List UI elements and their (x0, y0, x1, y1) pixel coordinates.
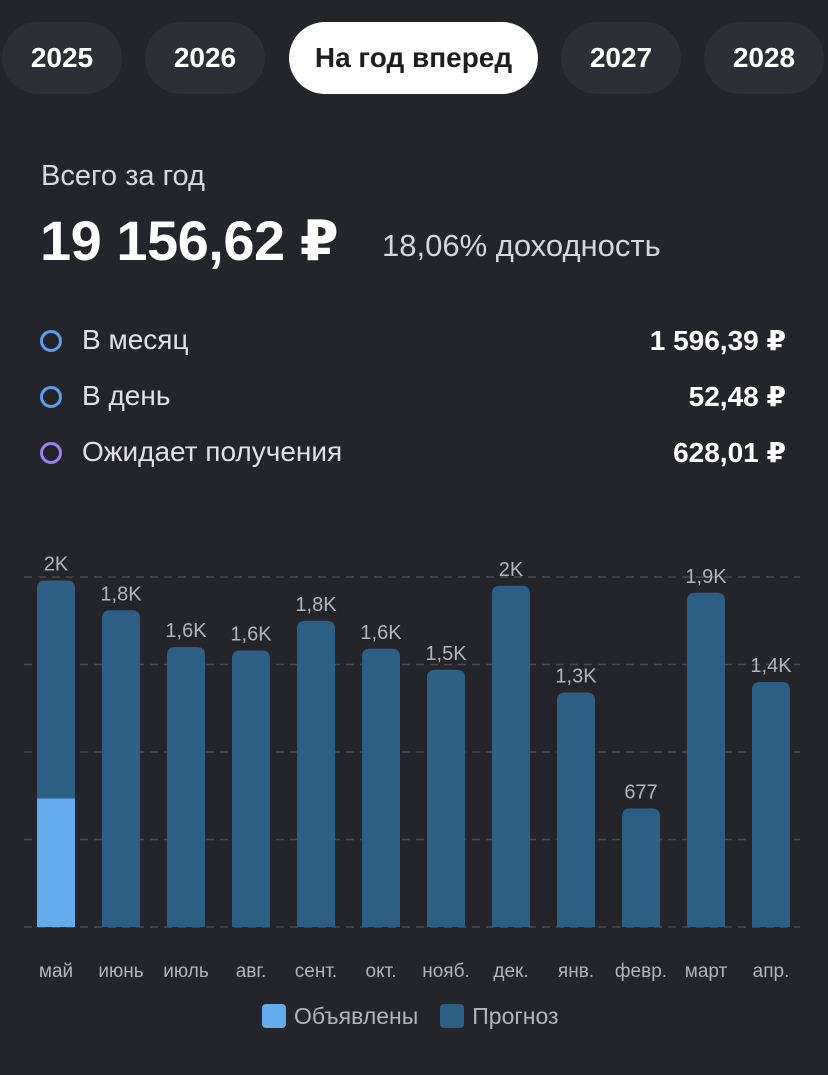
chart-svg: 2K май 1,8K июнь 1,6K июль 1,6K авг. 1,8K сент. 1,… (24, 554, 800, 982)
bar-value-label: 677 (624, 782, 657, 804)
bar-value-label: 1,9K (685, 566, 727, 588)
chart-legend: Объявлены Прогноз (262, 1000, 581, 1032)
bar-forecast[interactable] (752, 682, 790, 927)
legend-item-announced[interactable]: Объявлены (262, 1003, 418, 1030)
bar-value-label: 2K (44, 554, 69, 576)
legend-label: Объявлены (294, 1002, 419, 1029)
bar-forecast[interactable] (427, 669, 465, 927)
category-label: янв. (558, 961, 594, 982)
bar-forecast[interactable] (687, 592, 725, 927)
bar-forecast[interactable] (232, 650, 270, 928)
bar-forecast[interactable] (557, 692, 595, 928)
bar-value-label: 1,8K (100, 583, 142, 605)
bar-forecast[interactable] (102, 610, 140, 927)
bar-value-label: 1,6K (230, 624, 272, 646)
stat-row-month: В месяц 1 596,39 ₽ (40, 324, 786, 364)
period-tabs: 2025 2026 На год вперед 2027 2028 (0, 22, 828, 94)
legend-label: Прогноз (472, 1002, 559, 1029)
stat-value: 628,01 ₽ (673, 437, 786, 468)
tab-2027[interactable]: 2027 (561, 22, 681, 94)
stat-label: Ожидает получения (82, 436, 343, 467)
bar-forecast[interactable] (167, 647, 205, 927)
category-label: дек. (493, 961, 528, 982)
bar-value-label: 2K (499, 559, 524, 581)
total-label: Всего за год (41, 160, 205, 192)
category-label: апр. (753, 961, 790, 982)
category-label: авг. (236, 961, 267, 982)
category-label: окт. (366, 961, 397, 982)
bar-forecast[interactable] (622, 808, 660, 927)
legend-swatch-forecast (440, 1004, 465, 1028)
stat-value: 52,48 ₽ (688, 381, 786, 412)
bar-announced[interactable] (37, 798, 75, 927)
bar-value-label: 1,5K (425, 643, 467, 665)
stat-label: В день (82, 380, 171, 411)
stat-dot-icon (40, 386, 62, 408)
legend-swatch-announced (262, 1004, 286, 1028)
bar-forecast[interactable] (297, 620, 335, 927)
category-label: июнь (98, 961, 143, 982)
stat-value: 1 596,39 ₽ (649, 325, 786, 356)
category-label: июль (163, 961, 209, 982)
stat-label: В месяц (82, 324, 189, 355)
category-label: март (685, 961, 728, 982)
bar-value-label: 1,4K (750, 655, 792, 677)
bar-forecast[interactable] (37, 580, 75, 799)
category-label: нояб. (422, 961, 470, 982)
dividends-chart: 2K май 1,8K июнь 1,6K июль 1,6K авг. 1,8K сент. 1,… (0, 530, 828, 1000)
bar-value-label: 1,8K (295, 594, 337, 616)
bar-value-label: 1,6K (165, 620, 207, 642)
bar-value-label: 1,3K (555, 666, 597, 688)
tab-2028[interactable]: 2028 (704, 22, 824, 94)
tab-2025[interactable]: 2025 (2, 22, 122, 94)
legend-item-forecast[interactable]: Прогноз (440, 1002, 559, 1030)
tab-2026[interactable]: 2026 (145, 22, 265, 94)
bar-forecast[interactable] (362, 648, 400, 927)
yield-text: 18,06% доходность (382, 228, 661, 263)
category-label: сент. (295, 961, 337, 982)
bar-value-label: 1,6K (360, 622, 402, 644)
category-label: май (39, 961, 73, 982)
stat-dot-icon (40, 330, 62, 352)
stat-row-day: В день 52,48 ₽ (40, 380, 786, 420)
tab-year-ahead[interactable]: На год вперед (289, 22, 538, 94)
total-value: 19 156,62 ₽ (40, 209, 339, 272)
bar-forecast[interactable] (492, 585, 530, 927)
category-label: февр. (615, 961, 667, 982)
stat-dot-icon (40, 442, 62, 464)
stat-row-pending: Ожидает получения 628,01 ₽ (40, 436, 786, 476)
